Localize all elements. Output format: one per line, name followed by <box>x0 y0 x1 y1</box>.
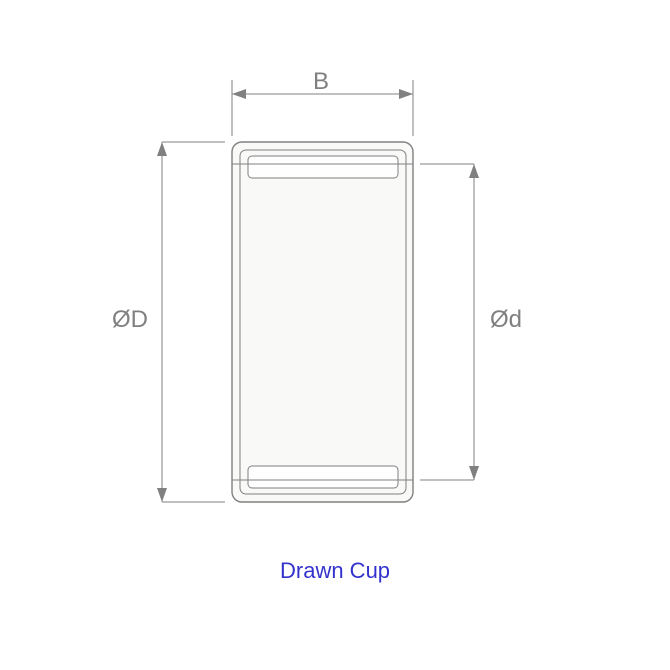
dimension-label-inner-diameter: Ød <box>490 306 522 334</box>
dimension-label-outer-diameter: ØD <box>112 306 148 334</box>
diagram-caption: Drawn Cup <box>280 558 390 584</box>
dimension-label-width: B <box>313 68 329 96</box>
diagram-canvas: B ØD Ød Drawn Cup <box>0 0 670 670</box>
